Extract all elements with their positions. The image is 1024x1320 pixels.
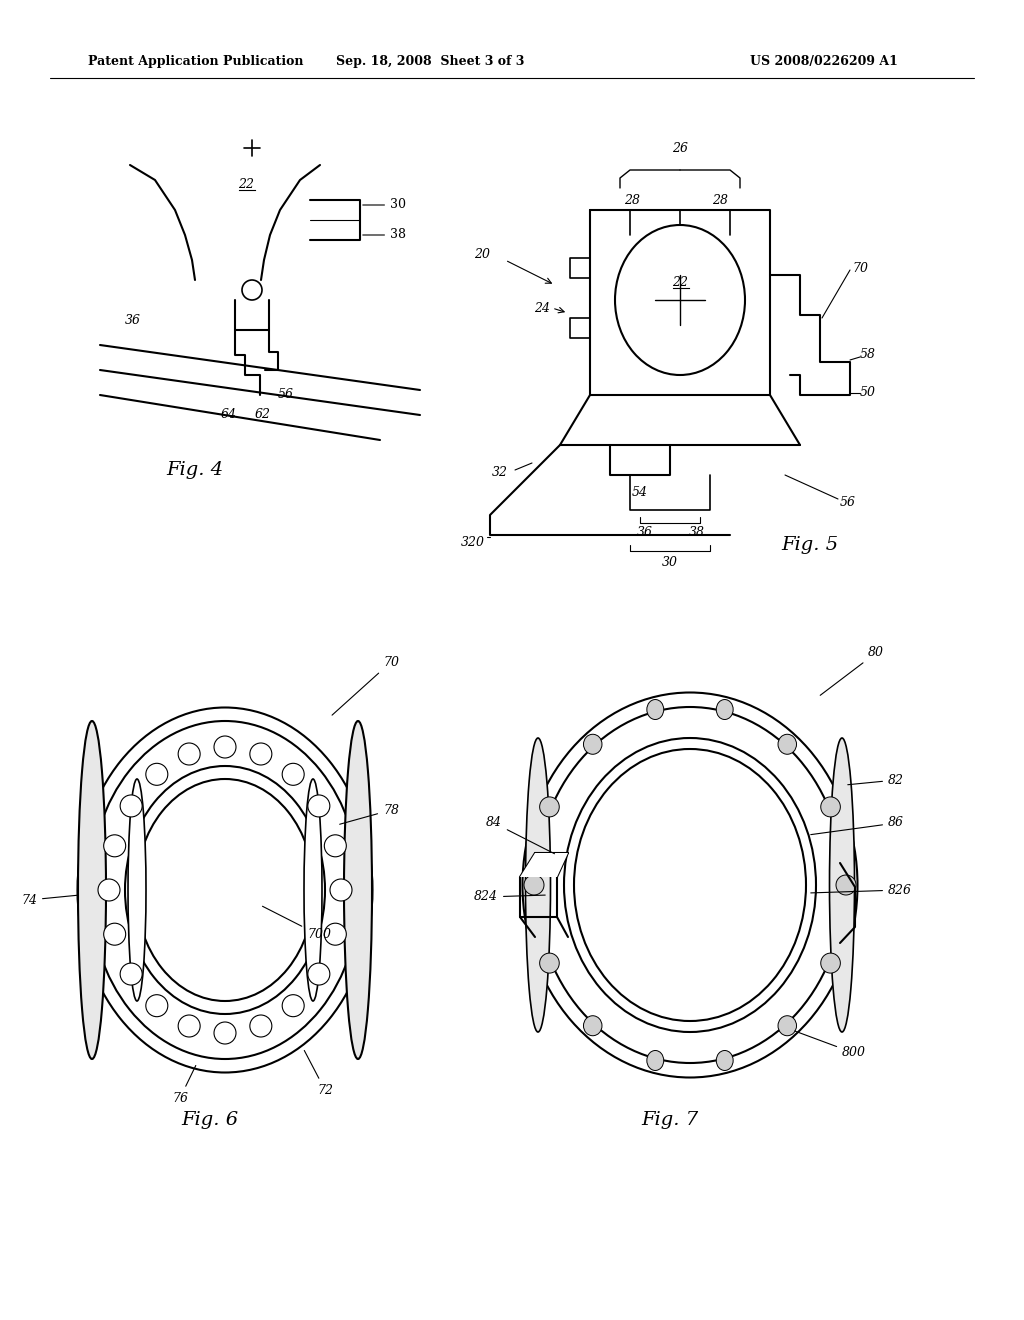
Text: 320: 320	[461, 536, 485, 549]
Circle shape	[120, 795, 142, 817]
Text: 36: 36	[637, 525, 653, 539]
Circle shape	[214, 1022, 236, 1044]
Text: 22: 22	[672, 276, 688, 289]
Text: 824: 824	[474, 891, 545, 903]
Text: 70: 70	[852, 261, 868, 275]
Circle shape	[325, 923, 346, 945]
Ellipse shape	[584, 734, 602, 754]
Ellipse shape	[344, 721, 372, 1059]
Circle shape	[178, 1015, 200, 1038]
Text: 20: 20	[474, 248, 490, 261]
Ellipse shape	[647, 700, 664, 719]
Text: 50: 50	[860, 387, 876, 400]
Text: 64: 64	[221, 408, 237, 421]
Circle shape	[103, 834, 126, 857]
Text: 80: 80	[820, 647, 884, 696]
Circle shape	[250, 743, 271, 766]
Text: 28: 28	[712, 194, 728, 206]
Circle shape	[283, 995, 304, 1016]
Ellipse shape	[525, 738, 551, 1032]
Text: 36: 36	[125, 314, 141, 326]
Text: Fig. 5: Fig. 5	[781, 536, 839, 554]
Text: 32: 32	[492, 466, 508, 479]
Text: 826: 826	[811, 883, 912, 896]
Ellipse shape	[821, 797, 841, 817]
Text: 24: 24	[534, 301, 550, 314]
Text: 82: 82	[848, 774, 904, 787]
Ellipse shape	[836, 875, 856, 895]
Circle shape	[283, 763, 304, 785]
Text: 74: 74	[22, 894, 77, 907]
Ellipse shape	[716, 700, 733, 719]
Circle shape	[250, 1015, 271, 1038]
Text: Fig. 7: Fig. 7	[641, 1111, 698, 1129]
Circle shape	[308, 964, 330, 985]
Text: 800: 800	[795, 1031, 866, 1060]
Ellipse shape	[647, 1051, 664, 1071]
Text: 30: 30	[362, 198, 406, 211]
Circle shape	[325, 834, 346, 857]
Circle shape	[120, 964, 142, 985]
Text: Fig. 6: Fig. 6	[181, 1111, 239, 1129]
Ellipse shape	[524, 875, 544, 895]
Text: 56: 56	[278, 388, 294, 401]
Text: 70: 70	[332, 656, 399, 715]
Text: 38: 38	[689, 525, 705, 539]
Text: 86: 86	[811, 817, 904, 834]
Ellipse shape	[584, 1015, 602, 1036]
Ellipse shape	[829, 738, 854, 1032]
Circle shape	[145, 763, 168, 785]
Text: 72: 72	[304, 1051, 333, 1097]
Text: 26: 26	[672, 141, 688, 154]
Text: 78: 78	[340, 804, 399, 824]
Text: 62: 62	[255, 408, 271, 421]
Ellipse shape	[304, 779, 322, 1001]
Circle shape	[330, 879, 352, 902]
Circle shape	[214, 737, 236, 758]
Ellipse shape	[821, 953, 841, 973]
Circle shape	[178, 743, 200, 766]
Circle shape	[103, 923, 126, 945]
Ellipse shape	[716, 1051, 733, 1071]
Text: Patent Application Publication: Patent Application Publication	[88, 55, 303, 69]
Text: Sep. 18, 2008  Sheet 3 of 3: Sep. 18, 2008 Sheet 3 of 3	[336, 55, 524, 69]
Text: 54: 54	[632, 487, 648, 499]
Text: 76: 76	[172, 1065, 196, 1105]
Circle shape	[308, 795, 330, 817]
Ellipse shape	[540, 953, 559, 973]
Ellipse shape	[128, 779, 146, 1001]
Circle shape	[145, 995, 168, 1016]
Text: Fig. 4: Fig. 4	[167, 461, 223, 479]
Text: 58: 58	[860, 348, 876, 362]
Text: 700: 700	[262, 907, 331, 941]
Ellipse shape	[778, 734, 797, 754]
Circle shape	[98, 879, 120, 902]
Ellipse shape	[78, 721, 106, 1059]
Text: 38: 38	[362, 228, 406, 242]
Text: 30: 30	[662, 556, 678, 569]
Text: 22: 22	[238, 178, 254, 191]
Ellipse shape	[540, 797, 559, 817]
Text: 84: 84	[486, 817, 555, 854]
Polygon shape	[520, 853, 568, 876]
Text: US 2008/0226209 A1: US 2008/0226209 A1	[750, 55, 898, 69]
Text: 28: 28	[624, 194, 640, 206]
Text: 56: 56	[840, 496, 856, 510]
Ellipse shape	[778, 1015, 797, 1036]
